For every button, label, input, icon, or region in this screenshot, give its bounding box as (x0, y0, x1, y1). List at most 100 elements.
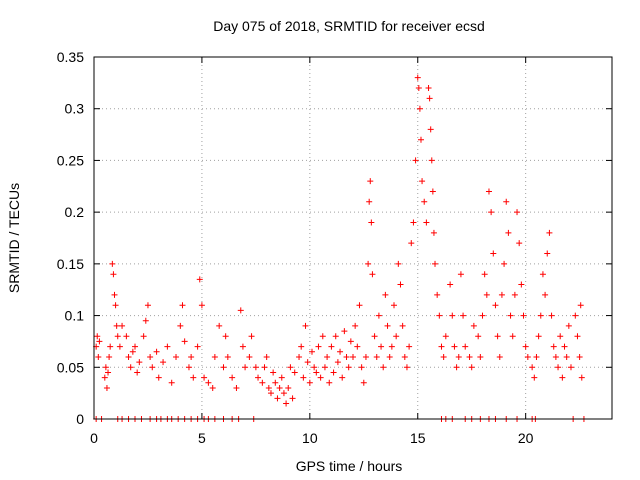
data-point (252, 364, 259, 371)
data-point (304, 359, 311, 366)
data-point (179, 302, 186, 309)
data-point (367, 178, 374, 185)
data-point (546, 229, 553, 236)
data-point (270, 369, 277, 376)
data-point (147, 353, 154, 360)
axis-ticks (93, 56, 612, 420)
data-point (280, 390, 287, 397)
data-point (220, 364, 227, 371)
data-point (237, 307, 244, 314)
y-tick-label: 0 (76, 411, 84, 427)
data-point (451, 343, 458, 350)
data-point (421, 198, 428, 205)
data-point (216, 322, 223, 329)
data-point (110, 271, 117, 278)
data-point (177, 322, 184, 329)
data-point (378, 343, 385, 350)
data-point (477, 353, 484, 360)
y-tick-label: 0.1 (65, 308, 85, 324)
data-point (164, 343, 171, 350)
data-point (447, 281, 454, 288)
data-point (136, 359, 143, 366)
data-point (395, 260, 402, 267)
data-point (505, 229, 512, 236)
y-tick-label: 0.3 (65, 101, 85, 117)
data-point (507, 312, 514, 319)
data-point (485, 188, 492, 195)
data-point (103, 384, 110, 391)
data-point (529, 364, 536, 371)
data-point (470, 322, 477, 329)
data-point (369, 271, 376, 278)
data-point (142, 317, 149, 324)
data-point (285, 384, 292, 391)
data-point (503, 198, 510, 205)
data-point (105, 369, 112, 376)
data-point (429, 188, 436, 195)
data-point (102, 364, 109, 371)
data-point (255, 374, 262, 381)
data-point (375, 312, 382, 319)
data-point (211, 353, 218, 360)
data-point (509, 333, 516, 340)
x-tick-label: 20 (518, 430, 534, 446)
data-point (242, 364, 249, 371)
data-point (567, 364, 574, 371)
data-point (426, 95, 433, 102)
data-point (578, 374, 585, 381)
data-point (365, 260, 372, 267)
data-point (416, 105, 423, 112)
data-point (539, 271, 546, 278)
x-tick-label: 15 (410, 430, 426, 446)
data-point (311, 364, 318, 371)
data-point (350, 353, 356, 360)
data-point (196, 276, 203, 283)
data-point (399, 322, 406, 329)
data-point (160, 359, 167, 366)
data-point (501, 260, 508, 267)
data-point (425, 85, 432, 92)
data-point (391, 302, 398, 309)
data-point (360, 379, 367, 386)
data-point (94, 333, 101, 340)
data-point (516, 240, 523, 247)
data-point (345, 364, 352, 371)
x-tick-label: 0 (90, 430, 98, 446)
data-point (188, 353, 195, 360)
data-point (302, 322, 309, 329)
data-point (185, 364, 192, 371)
data-point (153, 348, 160, 355)
data-point (291, 369, 298, 376)
data-point (116, 343, 123, 350)
data-point (555, 364, 562, 371)
y-tick-label: 0.25 (57, 152, 84, 168)
data-point (315, 343, 322, 350)
data-point (368, 219, 375, 226)
data-point (239, 343, 246, 350)
data-point (343, 353, 350, 360)
data-point (129, 348, 136, 355)
data-point (483, 291, 490, 298)
data-point (371, 333, 378, 340)
data-point (246, 353, 253, 360)
data-point (265, 384, 272, 391)
data-point (488, 209, 495, 216)
data-point (209, 384, 216, 391)
data-point (415, 85, 422, 92)
data-point (132, 343, 139, 350)
data-point (201, 374, 208, 381)
data-points (93, 74, 587, 422)
data-point (324, 353, 331, 360)
data-point (419, 178, 426, 185)
data-point (358, 364, 365, 371)
data-point (520, 312, 527, 319)
data-point (384, 322, 391, 329)
data-point (468, 364, 475, 371)
data-point (181, 338, 188, 345)
data-point (455, 353, 462, 360)
data-point (140, 333, 147, 340)
data-point (155, 374, 162, 381)
data-point (475, 333, 482, 340)
data-point (101, 374, 108, 381)
